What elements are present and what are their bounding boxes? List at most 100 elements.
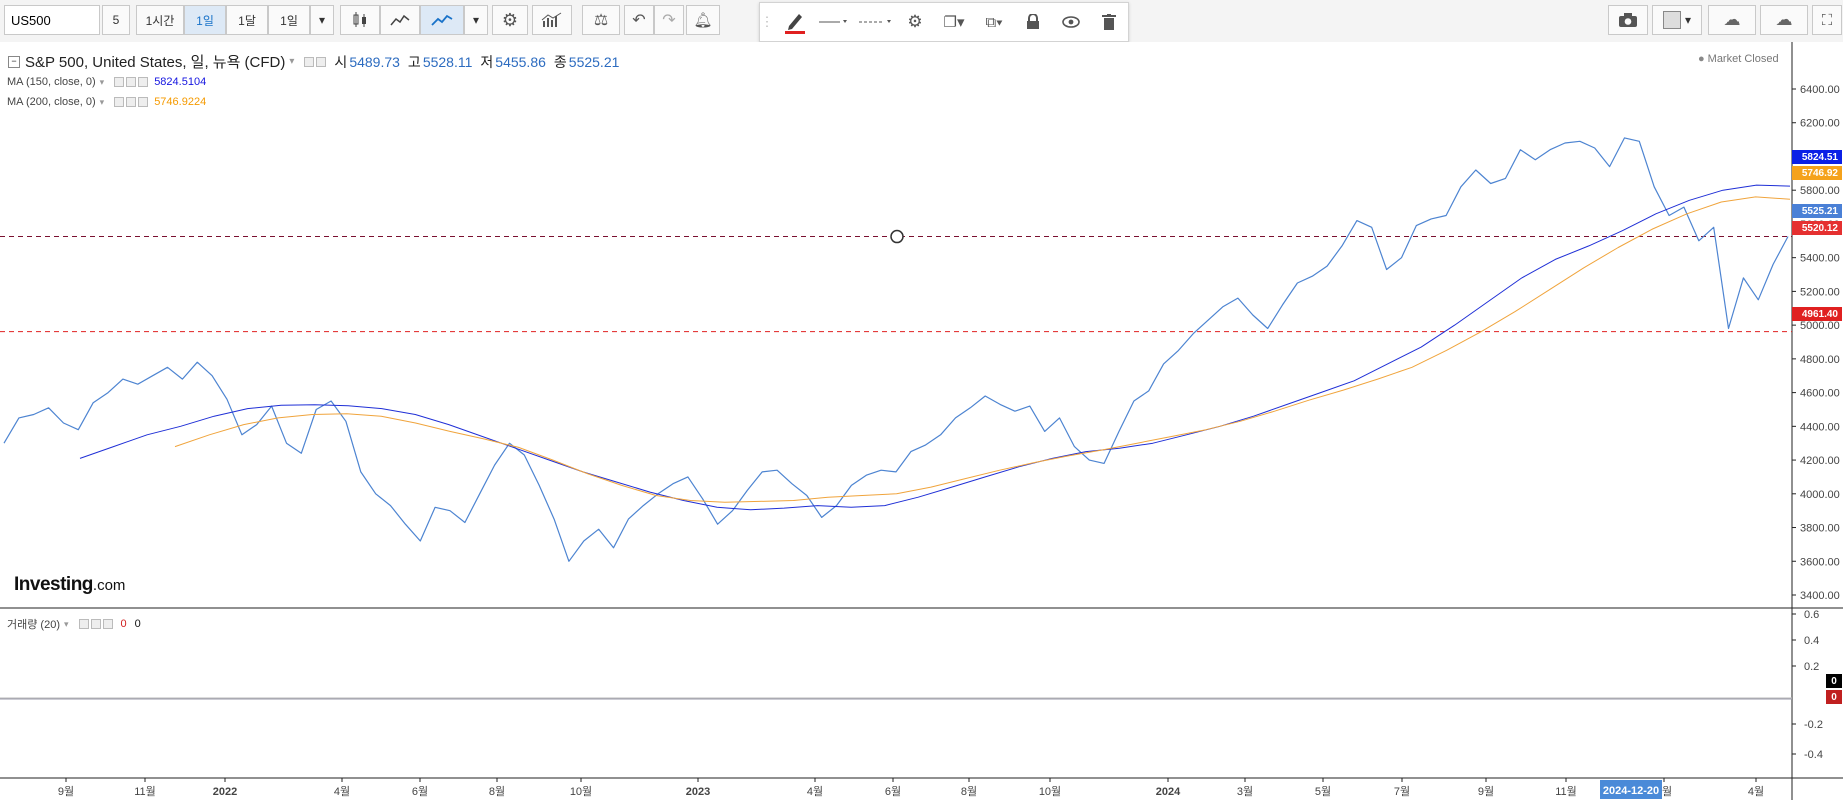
- fullscreen-button[interactable]: ⛶: [1812, 5, 1842, 35]
- series-line-3: [174, 196, 1791, 503]
- remove-mini-icon[interactable]: [138, 77, 149, 87]
- dashed-line-icon: [859, 20, 891, 23]
- interval-button-1d[interactable]: 1일: [184, 5, 226, 35]
- collapse-icon[interactable]: −: [8, 55, 20, 68]
- area-chart-button[interactable]: [380, 5, 420, 35]
- status-dot-icon: ●: [1698, 53, 1705, 65]
- remove-mini-icon[interactable]: [138, 97, 149, 107]
- volume-value-1: 0: [120, 618, 127, 630]
- undo-button[interactable]: ↶: [624, 5, 654, 35]
- settings-button[interactable]: ⚙: [492, 5, 528, 35]
- line-chart-button[interactable]: [420, 5, 464, 35]
- chevron-down-icon[interactable]: ▾: [63, 618, 69, 629]
- y-tick-label: 6200.00: [1800, 118, 1840, 130]
- volume-tag: 0: [1826, 674, 1842, 688]
- crosshair-date-badge: [1600, 780, 1662, 799]
- background-color-button[interactable]: ▾: [1652, 5, 1702, 35]
- candlestick-button[interactable]: [340, 5, 380, 35]
- price-tag: 5520.12: [1792, 221, 1842, 235]
- undo-icon: ↶: [632, 12, 646, 29]
- interval-button-1h[interactable]: 1시간: [136, 5, 184, 35]
- delete-drawing-button[interactable]: [1094, 7, 1124, 37]
- y-tick-label: 4800.00: [1800, 354, 1840, 366]
- y-tick-label: 3800.00: [1800, 523, 1840, 535]
- layers-button[interactable]: ❐▾: [936, 7, 972, 37]
- line-chart-icon: [431, 14, 453, 26]
- ohlc-high-label: 고: [407, 53, 421, 70]
- chart-background: [0, 42, 1843, 801]
- x-tick-label: 8월: [961, 785, 977, 798]
- line-dash-button[interactable]: [856, 7, 894, 37]
- ohlc-high-value: 5528.11: [422, 53, 473, 70]
- pen-color-button[interactable]: [778, 7, 812, 37]
- hide-mini-icon[interactable]: [316, 56, 327, 67]
- drawing-toolbar: ⋮ ⚙ ❐▾ ⧉▾: [759, 2, 1129, 42]
- chart-type-dropdown-button[interactable]: ▾: [464, 5, 488, 35]
- visibility-button[interactable]: [1056, 7, 1086, 37]
- chevron-down-icon: ▾: [472, 13, 480, 27]
- screenshot-button[interactable]: [1608, 5, 1648, 35]
- eye-icon: [1062, 16, 1080, 28]
- x-tick-label: 2022: [213, 786, 237, 798]
- chevron-down-icon[interactable]: ▾: [99, 76, 105, 87]
- price-tag: 5824.51: [1792, 150, 1842, 164]
- settings-mini-icon[interactable]: [304, 56, 315, 67]
- redo-button[interactable]: ↷: [654, 5, 684, 35]
- indicators-icon: [541, 12, 562, 27]
- interval-dropdown-button[interactable]: ▾: [310, 5, 334, 35]
- market-status-text: Market Closed: [1707, 53, 1779, 65]
- settings-mini-icon[interactable]: [78, 619, 89, 629]
- settings-mini-icon[interactable]: [114, 97, 125, 107]
- indicators-button[interactable]: [532, 5, 572, 35]
- instrument-legend: − S&P 500, United States, 일, 뉴욕 (CFD) ▾ …: [8, 51, 619, 72]
- cloud-download-icon: ☁: [1723, 10, 1741, 29]
- redo-icon: ↷: [662, 12, 676, 29]
- ma150-label: MA (150, close, 0): [7, 76, 96, 88]
- price-tag: 5525.21: [1792, 204, 1842, 218]
- line-style-button[interactable]: [816, 7, 850, 37]
- ohlc-low-label: 저: [480, 53, 494, 70]
- y-tick-label: 5400.00: [1800, 253, 1840, 265]
- chevron-down-icon[interactable]: ▾: [289, 56, 295, 67]
- hide-mini-icon[interactable]: [126, 77, 137, 87]
- compare-button[interactable]: ⚖: [582, 5, 620, 35]
- cloud-upload-button[interactable]: ☁: [1760, 5, 1808, 35]
- crosshair-date-label: 2024-12-20: [1603, 785, 1659, 797]
- remove-mini-icon[interactable]: [102, 619, 113, 629]
- volume-tick-label: -0.2: [1804, 719, 1823, 731]
- interval-button-custom[interactable]: 1일: [268, 5, 310, 35]
- symbol-input[interactable]: [4, 5, 100, 35]
- logo-suffix: .com: [92, 576, 126, 594]
- ohlc-open-label: 시: [334, 53, 348, 70]
- drawing-settings-button[interactable]: ⚙: [900, 7, 930, 37]
- price-tag: 5746.92: [1792, 166, 1842, 180]
- hide-mini-icon[interactable]: [126, 97, 137, 107]
- cloud-download-button[interactable]: ☁: [1708, 5, 1756, 35]
- lock-button[interactable]: [1018, 7, 1048, 37]
- ohlc-open-value: 5489.73: [349, 53, 400, 70]
- y-tick-label: 4000.00: [1800, 489, 1840, 501]
- y-tick-label: 3600.00: [1800, 556, 1840, 568]
- interval-button-1m[interactable]: 1달: [226, 5, 268, 35]
- hide-mini-icon[interactable]: [90, 619, 101, 629]
- price-chart[interactable]: 3400.00 3600.00 3800.00 4000.00 4200.00 4400.…: [0, 42, 1843, 801]
- settings-mini-icon[interactable]: [114, 77, 125, 87]
- pencil-icon: [785, 14, 805, 34]
- interval-count-button[interactable]: 5: [102, 5, 130, 35]
- investing-logo: Investing .com: [14, 574, 125, 596]
- chevron-down-icon[interactable]: ▾: [99, 96, 105, 107]
- drag-handle[interactable]: ⋮: [760, 14, 774, 29]
- x-tick-label: 11월: [134, 785, 156, 798]
- x-tick-label: 6월: [885, 785, 901, 798]
- volume-tick-label: 0.6: [1804, 609, 1819, 621]
- y-tick-label: 4400.00: [1800, 421, 1840, 433]
- x-tick-label: 9월: [1478, 785, 1494, 798]
- logo-text: Investing: [14, 574, 93, 595]
- x-tick-label: 4월: [1748, 785, 1764, 798]
- clone-button[interactable]: ⧉▾: [976, 7, 1012, 37]
- clone-icon: ⧉▾: [985, 13, 1003, 31]
- ohlc-close-value: 5525.21: [568, 53, 620, 70]
- instrument-title: S&P 500, United States, 일, 뉴욕 (CFD): [25, 54, 286, 71]
- x-tick-label: 5월: [1315, 785, 1331, 798]
- alert-button[interactable]: 🔔︎: [686, 5, 720, 35]
